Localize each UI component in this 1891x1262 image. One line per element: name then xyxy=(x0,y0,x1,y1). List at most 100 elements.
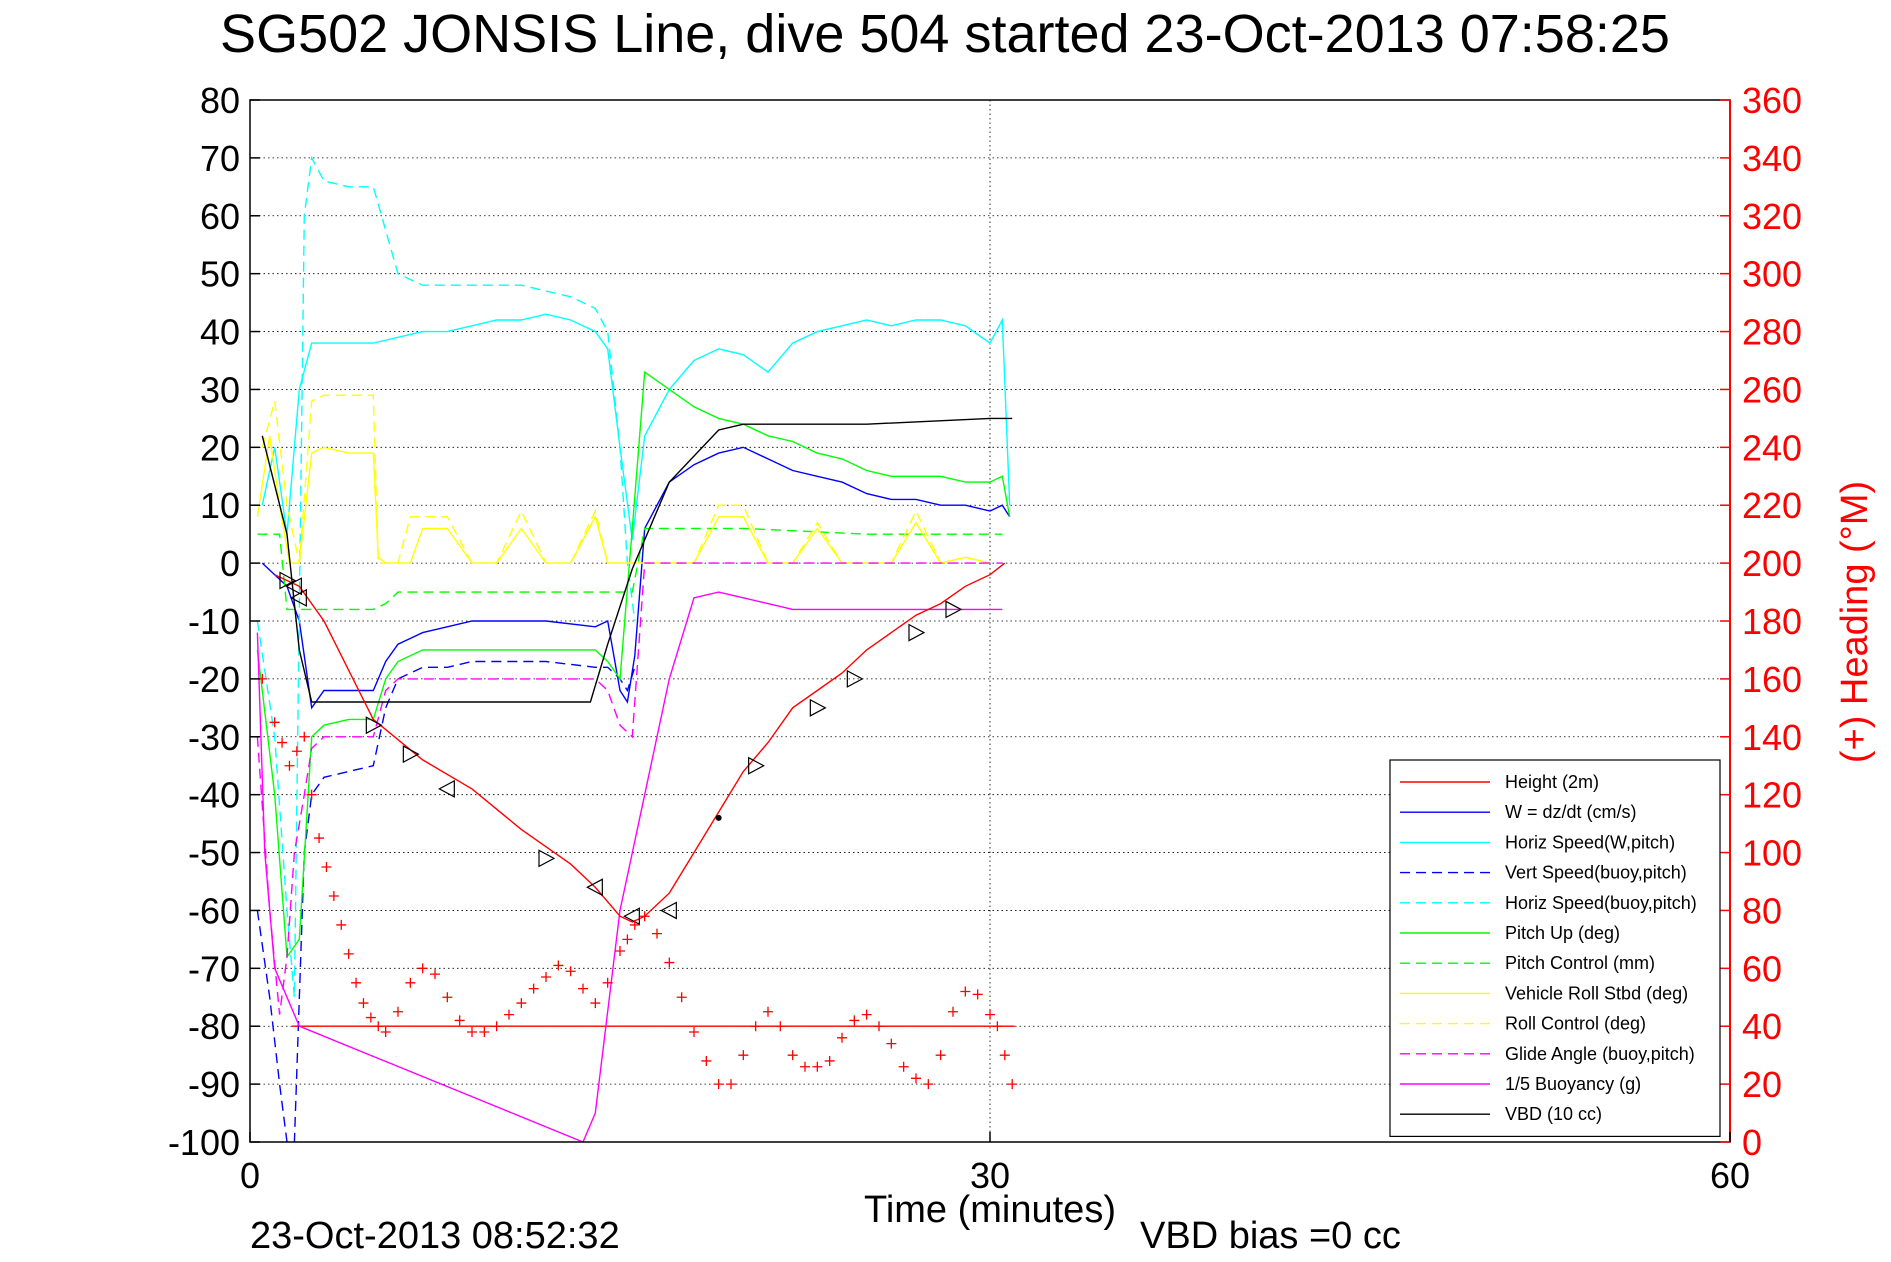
legend-label: Horiz Speed(buoy,pitch) xyxy=(1505,893,1697,913)
y-axis-right-label: (+) Heading (°M) xyxy=(1834,481,1876,763)
depth-marker xyxy=(586,878,603,897)
heading-point xyxy=(639,911,650,922)
legend-label: Roll Control (deg) xyxy=(1505,1014,1646,1034)
y-tick-label: 80 xyxy=(200,80,240,121)
heading-point xyxy=(553,960,564,971)
heading-point xyxy=(960,986,971,997)
series-w-dz-dt-cm-s xyxy=(261,446,1011,710)
y-tick-label: 20 xyxy=(200,427,240,468)
depth-marker xyxy=(538,849,556,868)
depth-marker xyxy=(748,756,765,775)
depth-marker xyxy=(623,907,640,926)
y-right-tick-label: 360 xyxy=(1742,80,1802,121)
legend-label: Pitch Up (deg) xyxy=(1505,923,1620,943)
legend-label: Pitch Control (mm) xyxy=(1505,953,1655,973)
legend-label: Vehicle Roll Stbd (deg) xyxy=(1505,983,1688,1003)
legend-label: 1/5 Buoyancy (g) xyxy=(1505,1074,1641,1094)
heading-point xyxy=(343,948,354,959)
heading-point xyxy=(622,934,633,945)
heading-point xyxy=(664,957,675,968)
footer-vbd-bias: VBD bias =0 cc xyxy=(1140,1215,1401,1257)
heading-point xyxy=(689,1027,699,1038)
heading-point xyxy=(800,1061,810,1072)
legend-label: VBD (10 cc) xyxy=(1505,1104,1602,1124)
heading-point xyxy=(541,972,551,983)
y-tick-label: 0 xyxy=(220,543,240,584)
heading-point xyxy=(467,1027,477,1038)
y-right-tick-label: 180 xyxy=(1742,601,1802,642)
heading-point xyxy=(972,989,983,1000)
x-axis: 0 30 60 xyxy=(240,1132,1750,1196)
heading-point xyxy=(504,1009,514,1020)
depth-marker xyxy=(660,901,677,920)
series-layer xyxy=(256,155,1015,1142)
legend-label: Height (2m) xyxy=(1505,772,1599,792)
heading-point xyxy=(528,983,539,994)
heading-point xyxy=(405,977,416,988)
heading-point xyxy=(430,969,440,980)
heading-point xyxy=(713,1079,724,1090)
heading-point xyxy=(314,833,325,844)
depth-trace xyxy=(274,562,1006,926)
heading-point xyxy=(935,1050,946,1061)
heading-point xyxy=(454,1015,465,1026)
legend: Height (2m) W = dz/dt (cm/s) Horiz Speed(W… xyxy=(1389,759,1721,1137)
legend-box xyxy=(1389,759,1721,1137)
y-tick-label: 40 xyxy=(200,312,240,353)
y-tick-label: 10 xyxy=(200,485,240,526)
heading-point xyxy=(701,1055,712,1066)
y-tick-label: -30 xyxy=(188,717,240,758)
chart-title: SG502 JONSIS Line, dive 504 started 23-O… xyxy=(220,4,1670,64)
y-tick-label: -80 xyxy=(188,1006,240,1047)
x-tick-label: 30 xyxy=(970,1155,1010,1196)
heading-point xyxy=(898,1061,909,1072)
heading-point xyxy=(336,919,347,930)
depth-marker xyxy=(365,716,383,735)
y-right-tick-label: 140 xyxy=(1742,717,1802,758)
y-tick-label: -20 xyxy=(188,659,240,700)
heading-point xyxy=(380,1027,391,1038)
y-right-tick-label: 0 xyxy=(1742,1122,1762,1163)
y-right-tick-label: 40 xyxy=(1742,1006,1782,1047)
depth-line xyxy=(274,562,1006,923)
heading-point xyxy=(417,963,428,974)
heading-point xyxy=(615,945,625,956)
y-tick-label: -40 xyxy=(188,775,240,816)
y-tick-label: -60 xyxy=(188,890,240,931)
x-tick-label: 60 xyxy=(1710,1155,1750,1196)
heading-point xyxy=(321,862,332,873)
heading-point xyxy=(787,1050,798,1061)
heading-point xyxy=(999,1050,1010,1061)
series-pitch-control-mm xyxy=(257,527,1003,611)
y-tick-label: -100 xyxy=(168,1122,240,1163)
heading-point xyxy=(277,737,288,748)
y-tick-label: 30 xyxy=(200,369,240,410)
depth-marker xyxy=(402,745,420,764)
heading-point xyxy=(676,992,687,1003)
heading-point xyxy=(602,977,613,988)
y-tick-label: 60 xyxy=(200,196,240,237)
depth-marker xyxy=(438,779,455,798)
heading-point xyxy=(299,731,310,742)
y-right-tick-label: 60 xyxy=(1742,948,1782,989)
heading-point xyxy=(590,998,601,1009)
heading-point xyxy=(738,1050,749,1061)
heading-points xyxy=(257,673,1018,1090)
y-right-tick-label: 300 xyxy=(1742,254,1802,295)
heading-point xyxy=(750,1021,761,1032)
heading-point xyxy=(358,998,369,1009)
depth-marker xyxy=(285,577,302,596)
series-vbd-10-cc xyxy=(261,417,1013,703)
legend-label: Glide Angle (buoy,pitch) xyxy=(1505,1044,1695,1064)
heading-point xyxy=(284,760,295,771)
heading-point xyxy=(837,1032,847,1043)
heading-point xyxy=(763,1006,773,1017)
heading-point xyxy=(516,998,527,1009)
y-right-tick-label: 340 xyxy=(1742,138,1802,179)
heading-point xyxy=(652,928,662,939)
y-right-tick-label: 320 xyxy=(1742,196,1802,237)
heading-point xyxy=(578,983,588,994)
y-tick-label: 70 xyxy=(200,138,240,179)
heading-point xyxy=(726,1079,736,1090)
